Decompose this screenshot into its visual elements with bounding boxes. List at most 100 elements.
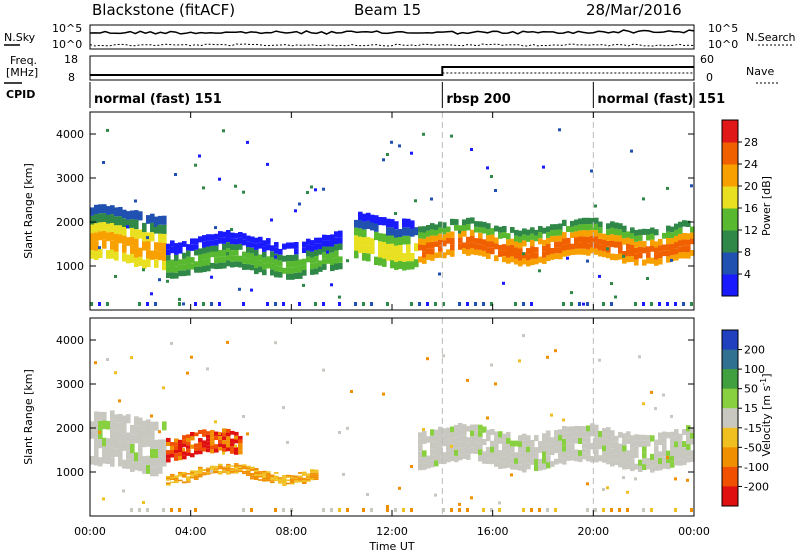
heatmap-cell (178, 479, 183, 482)
heatmap-cell (362, 245, 367, 253)
heatmap-cell (546, 226, 551, 233)
heatmap-cell (418, 226, 423, 233)
heatmap-cell (654, 247, 659, 254)
heatmap-cell (622, 445, 627, 452)
heatmap-cell (590, 241, 595, 248)
heatmap-cell (242, 464, 247, 466)
heatmap-cell (462, 447, 467, 454)
heatmap-cell (542, 433, 547, 440)
velocity-cbar-label-main: Velocity [m s (760, 385, 773, 456)
heatmap-cell (118, 440, 123, 449)
heatmap-cell (458, 231, 463, 238)
heatmap-cell (358, 236, 363, 245)
heatmap-cell (222, 469, 227, 471)
heatmap-cell (642, 241, 647, 248)
heatmap-cell (530, 258, 535, 266)
heatmap-cell (94, 411, 99, 421)
heatmap-cell (90, 456, 95, 465)
heatmap-cell (378, 217, 383, 226)
heatmap-cell (250, 473, 255, 476)
heatmap-cell (198, 473, 203, 476)
heatmap-cell (262, 251, 267, 258)
heatmap-cell (306, 238, 311, 245)
cpid-segment-label: rbsp 200 (446, 92, 510, 107)
ground-cell (514, 302, 517, 306)
ground-cell (394, 508, 397, 512)
heatmap-cell (634, 247, 639, 254)
heatmap-cell (246, 465, 251, 468)
heatmap-cell (574, 237, 579, 243)
scatter-cell (598, 358, 601, 362)
cpid-segment-label: normal (fast) 151 (94, 92, 222, 107)
heatmap-cell (562, 219, 567, 226)
heatmap-cell (238, 435, 243, 440)
ground-cell (90, 302, 93, 306)
heatmap-cell (242, 263, 247, 270)
heatmap-cell (314, 249, 319, 256)
heatmap-cell (310, 269, 315, 275)
heatmap-cell (206, 252, 211, 259)
heatmap-cell (178, 443, 183, 448)
heatmap-cell (266, 471, 271, 473)
heatmap-cell (314, 473, 319, 475)
heatmap-cell (314, 471, 319, 474)
heatmap-cell (494, 460, 499, 467)
heatmap-cell (418, 438, 423, 445)
heatmap-cell (178, 248, 183, 254)
heatmap-cell (614, 441, 619, 448)
heatmap-cell (230, 442, 235, 447)
heatmap-cell (530, 452, 535, 459)
colorbar-tick-label: 8 (744, 246, 751, 259)
heatmap-cell (198, 450, 203, 455)
heatmap-cell (378, 233, 383, 242)
scatter-cell (622, 254, 625, 258)
heatmap-cell (562, 232, 567, 239)
heatmap-cell (494, 243, 499, 250)
heatmap-cell (254, 468, 259, 470)
heatmap-cell (206, 265, 211, 272)
heatmap-cell (562, 244, 567, 251)
heatmap-cell (614, 235, 619, 242)
heatmap-cell (462, 230, 467, 237)
ground-cell (410, 508, 413, 512)
heatmap-cell (666, 244, 671, 251)
heatmap-cell (418, 444, 423, 452)
heatmap-cell (478, 221, 483, 227)
heatmap-cell (206, 240, 211, 247)
heatmap-cell (654, 253, 659, 260)
heatmap-cell (486, 253, 491, 259)
heatmap-cell (94, 456, 99, 466)
heatmap-cell (162, 215, 167, 225)
heatmap-cell (206, 468, 211, 470)
heatmap-cell (438, 221, 443, 228)
heatmap-cell (622, 257, 627, 264)
heatmap-cell (178, 439, 183, 444)
heatmap-cell (574, 437, 579, 444)
heatmap-cell (494, 443, 499, 450)
heatmap-cell (490, 458, 495, 465)
heatmap-cell (534, 247, 539, 253)
heatmap-cell (214, 444, 219, 449)
heatmap-cell (302, 471, 307, 474)
heatmap-cell (506, 455, 511, 462)
heatmap-cell (598, 233, 603, 239)
heatmap-cell (142, 456, 147, 465)
heatmap-cell (202, 259, 207, 266)
heatmap-cell (570, 426, 575, 432)
heatmap-cell (454, 456, 459, 463)
heatmap-cell (538, 232, 543, 239)
heatmap-cell (438, 451, 443, 458)
heatmap-cell (222, 470, 227, 472)
heatmap-cell (210, 467, 215, 469)
scatter-cell (214, 226, 217, 230)
scatter-cell (602, 488, 605, 491)
colorbar-tick-label: 16 (744, 202, 758, 215)
ground-cell (674, 508, 677, 512)
ground-cell (690, 508, 693, 512)
heatmap-cell (518, 435, 523, 442)
heatmap-cell (426, 436, 431, 443)
heatmap-cell (182, 264, 187, 271)
heatmap-cell (438, 227, 443, 234)
heatmap-cell (138, 256, 143, 266)
